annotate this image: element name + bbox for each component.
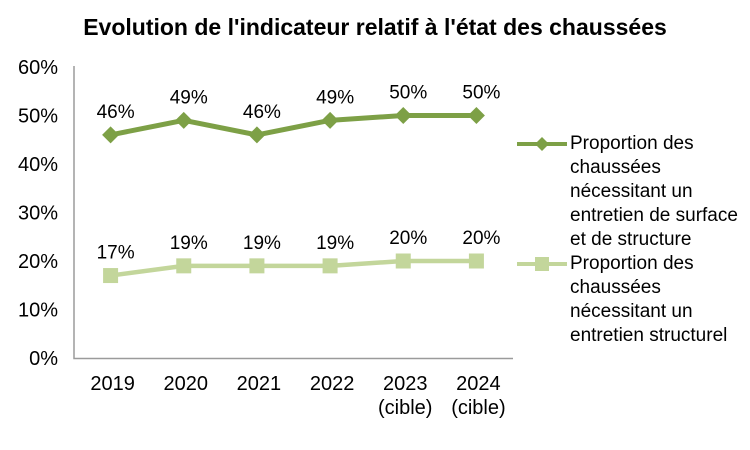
x-axis-tick-label: 2019 [90,373,135,395]
legend-diamond-icon [535,137,549,151]
series-1-marker-diamond [102,126,120,144]
y-axis-tick-label: 40% [18,154,58,176]
y-axis-tick-label: 20% [18,251,58,273]
series-2-data-label: 19% [316,233,354,254]
series-1-data-label: 46% [243,102,281,123]
chart-title: Evolution de l'indicateur relatif à l'ét… [83,14,667,40]
chart-legend: Proportion des chaussées nécessitant un … [516,132,748,348]
x-axis-tick-label: 2024 [456,373,501,395]
x-axis-tick-label: 2021 [237,373,282,395]
x-axis-tick-label: (cible) [451,397,505,419]
y-axis-tick-label: 0% [29,348,58,370]
y-axis-tick-label: 30% [18,203,58,225]
series-1-data-label: 50% [389,83,427,104]
x-axis-tick-label: 2022 [310,373,355,395]
series-2-line [110,258,477,278]
series-2-data-label: 19% [170,233,208,254]
series-1-data-label: 46% [97,102,135,123]
legend-marker-diamond [517,137,567,151]
series-2-marker-square [468,253,484,269]
legend-label-series1: Proportion des chaussées nécessitant un … [570,133,738,250]
legend-marker-square [517,257,567,271]
series-1-data-label: 49% [316,87,354,108]
series-2-marker-square [176,258,192,274]
series-1-marker-diamond [394,107,412,124]
series-1-marker-diamond [248,126,266,144]
series-2-marker-square [395,253,411,269]
series-1-marker-diamond [321,111,339,129]
series-1-marker-diamond [175,111,193,129]
x-axis-tick-label: (cible) [378,397,432,419]
series-1-data-label: 50% [462,83,500,104]
y-axis-tick-label: 60% [18,57,58,79]
series-2-marker-square [249,258,265,274]
legend-item-entretien-structurel: Proportion des chaussées nécessitant un … [516,252,748,348]
series-2-data-label: 20% [462,228,500,249]
x-axis-tick-label: 2023 [383,373,428,395]
legend-square-icon [535,257,549,271]
series-1-data-label: 49% [170,87,208,108]
legend-item-entretien-surface-structure: Proportion des chaussées nécessitant un … [516,132,748,252]
axis-lines [73,66,513,360]
series-2-marker-square [103,268,119,284]
series-2-marker-square [322,258,338,274]
x-axis-tick-label: 2020 [164,373,209,395]
legend-label-series2: Proportion des chaussées nécessitant un … [570,253,728,346]
series-2-data-label: 20% [389,228,427,249]
y-axis-tick-label: 50% [18,106,58,128]
series-2-data-label: 19% [243,233,281,254]
series-1-marker-diamond [467,107,485,124]
y-axis-tick-label: 10% [18,300,58,322]
series-1-line [110,113,477,138]
series-2-data-label: 17% [97,243,135,264]
